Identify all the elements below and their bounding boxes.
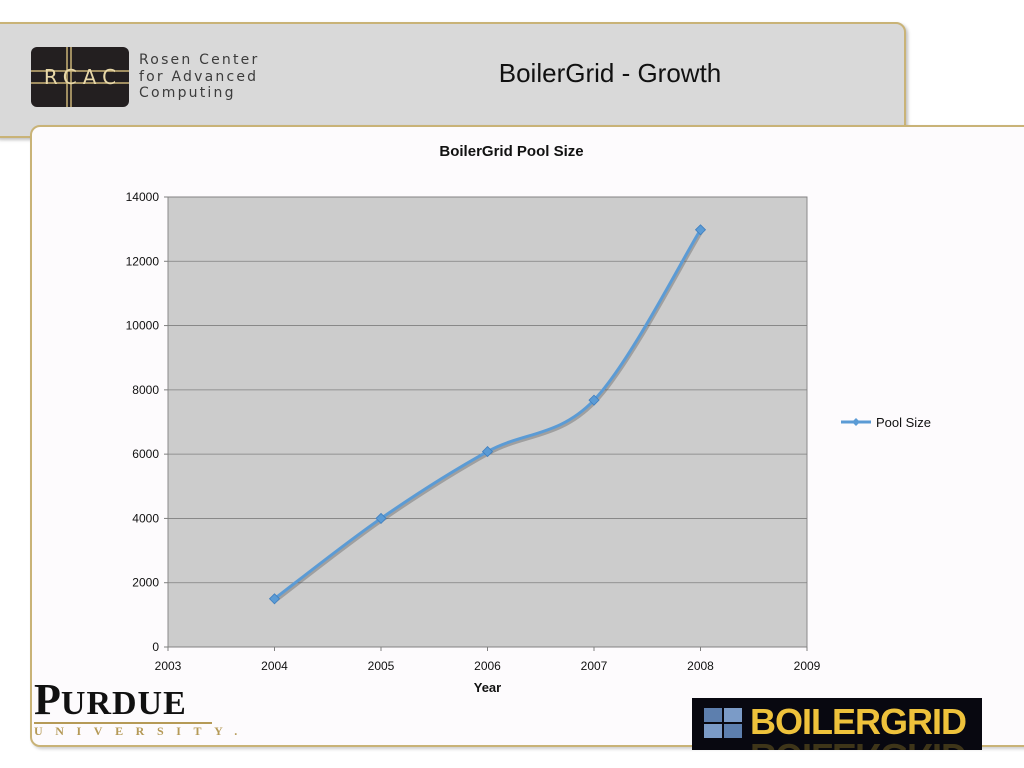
x-tick-label: 2003 [155, 659, 182, 673]
purdue-logo: PURDUE UNIVERSITY. [34, 675, 237, 742]
legend-marker [852, 418, 860, 426]
series-line-shadow [274, 230, 703, 603]
x-tick-label: 2006 [474, 659, 501, 673]
org-name-line: Rosen Center [139, 52, 260, 68]
x-tick-label: 2008 [687, 659, 714, 673]
org-name-line: Computing [139, 85, 236, 101]
y-tick-label: 10000 [126, 319, 160, 333]
data-point [481, 446, 494, 458]
boilergrid-reflection: BOILERGRID [750, 736, 966, 750]
chart-title: BoilerGrid Pool Size [439, 143, 583, 160]
series-line [273, 228, 702, 601]
plot-area [167, 196, 808, 648]
rcac-logo-lines [31, 47, 129, 107]
org-name-line: for Advanced [139, 68, 259, 85]
y-tick-label: 14000 [126, 190, 160, 204]
org-name: Rosen Center for Advanced Computing [139, 52, 279, 102]
rcac-logo: RCAC [31, 47, 129, 107]
purdue-rule [34, 722, 212, 724]
boilergrid-wordmark: BOILERGRID [750, 701, 967, 742]
x-tick-label: 2007 [581, 659, 608, 673]
data-point [588, 394, 600, 406]
x-tick-label: 2009 [794, 659, 821, 673]
y-tick-label: 8000 [132, 383, 159, 397]
y-tick-label: 4000 [132, 511, 159, 525]
data-point [694, 224, 707, 236]
y-tick-label: 2000 [132, 576, 159, 590]
purdue-subtitle: UNIVERSITY. [34, 724, 250, 738]
data-point [375, 512, 387, 524]
x-tick-label: 2004 [261, 659, 288, 673]
header-panel [0, 22, 906, 138]
x-axis-label: Year [474, 680, 501, 695]
data-point [268, 593, 281, 605]
boilergrid-logo: BOILERGRID BOILERGRID [692, 698, 982, 750]
purdue-wordmark: PURDUE [34, 675, 187, 724]
y-tick-label: 0 [152, 640, 159, 654]
rcac-logo-letters: RCAC [43, 65, 123, 89]
y-tick-label: 6000 [132, 447, 159, 461]
x-tick-label: 2005 [368, 659, 395, 673]
y-tick-label: 12000 [126, 254, 160, 268]
slide-title: BoilerGrid - Growth [498, 58, 722, 88]
grid-squares-icon [704, 708, 742, 738]
legend-label: Pool Size [876, 415, 931, 430]
